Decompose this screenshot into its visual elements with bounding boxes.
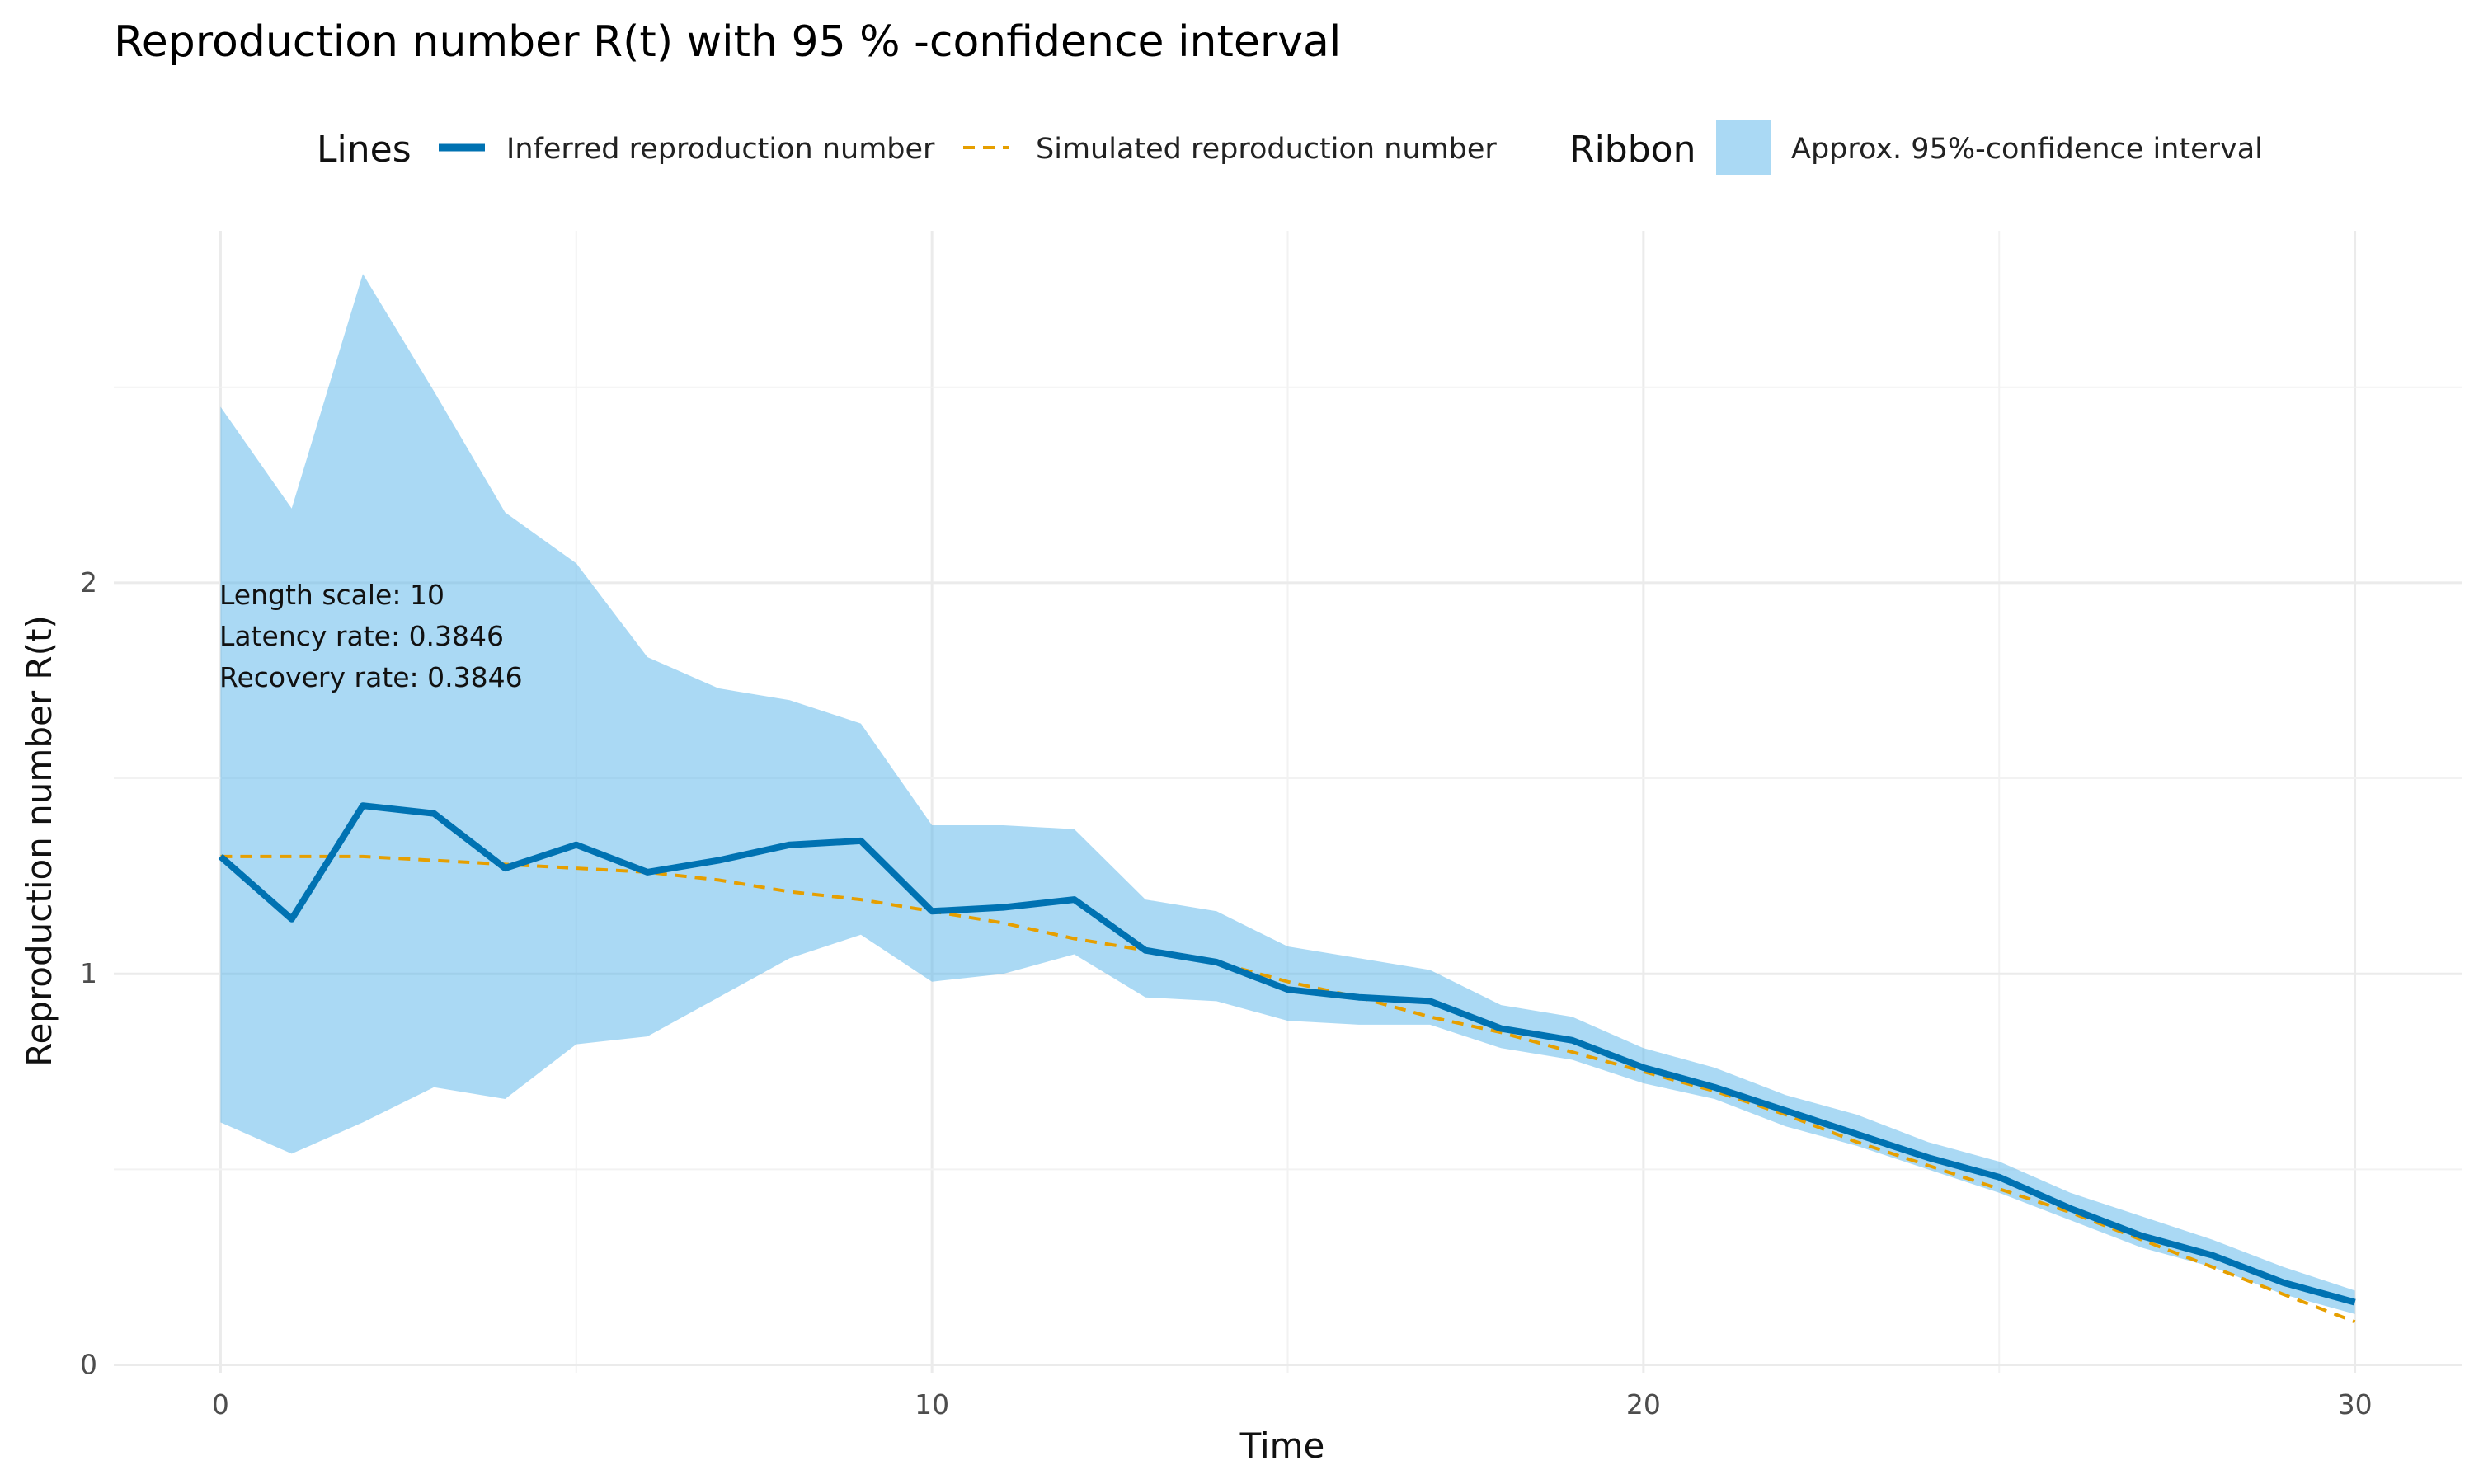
legend-key-ribbon [1716,120,1771,175]
annotation-latency-rate: Latency rate: 0.3846 [219,620,504,652]
x-tick-label: 10 [915,1388,949,1421]
legend-title-ribbon: Ribbon [1569,129,1696,171]
legend-title-lines: Lines [317,129,412,171]
inferred-line [218,802,2356,1306]
legend-label-simulated: Simulated reproduction number [1036,133,1497,166]
chart-title: Reproduction number R(t) with 95 % -conf… [114,17,1341,67]
confidence-ribbon [220,274,2355,1314]
y-tick-label: 1 [80,957,97,989]
x-axis-ticks: 0 10 20 30 [212,1388,2373,1421]
y-axis-ticks: 0 1 2 [80,566,97,1381]
simulated-line [220,854,2356,1324]
x-axis-title: Time [1239,1425,1325,1466]
x-tick-label: 0 [212,1388,229,1421]
x-tick-label: 20 [1626,1388,1661,1421]
legend-label-inferred: Inferred reproduction number [506,133,935,166]
legend: Lines Inferred reproduction number Simul… [317,120,2263,175]
y-tick-label: 0 [80,1349,97,1381]
annotation-recovery-rate: Recovery rate: 0.3846 [219,661,523,693]
legend-label-ribbon: Approx. 95%-confidence interval [1791,133,2263,166]
annotation: Length scale: 10 Latency rate: 0.3846 Re… [219,579,523,693]
annotation-length-scale: Length scale: 10 [219,579,444,611]
x-tick-label: 30 [2338,1388,2373,1421]
y-axis-title: Reproduction number R(t) [19,615,59,1067]
y-tick-label: 2 [80,566,97,599]
